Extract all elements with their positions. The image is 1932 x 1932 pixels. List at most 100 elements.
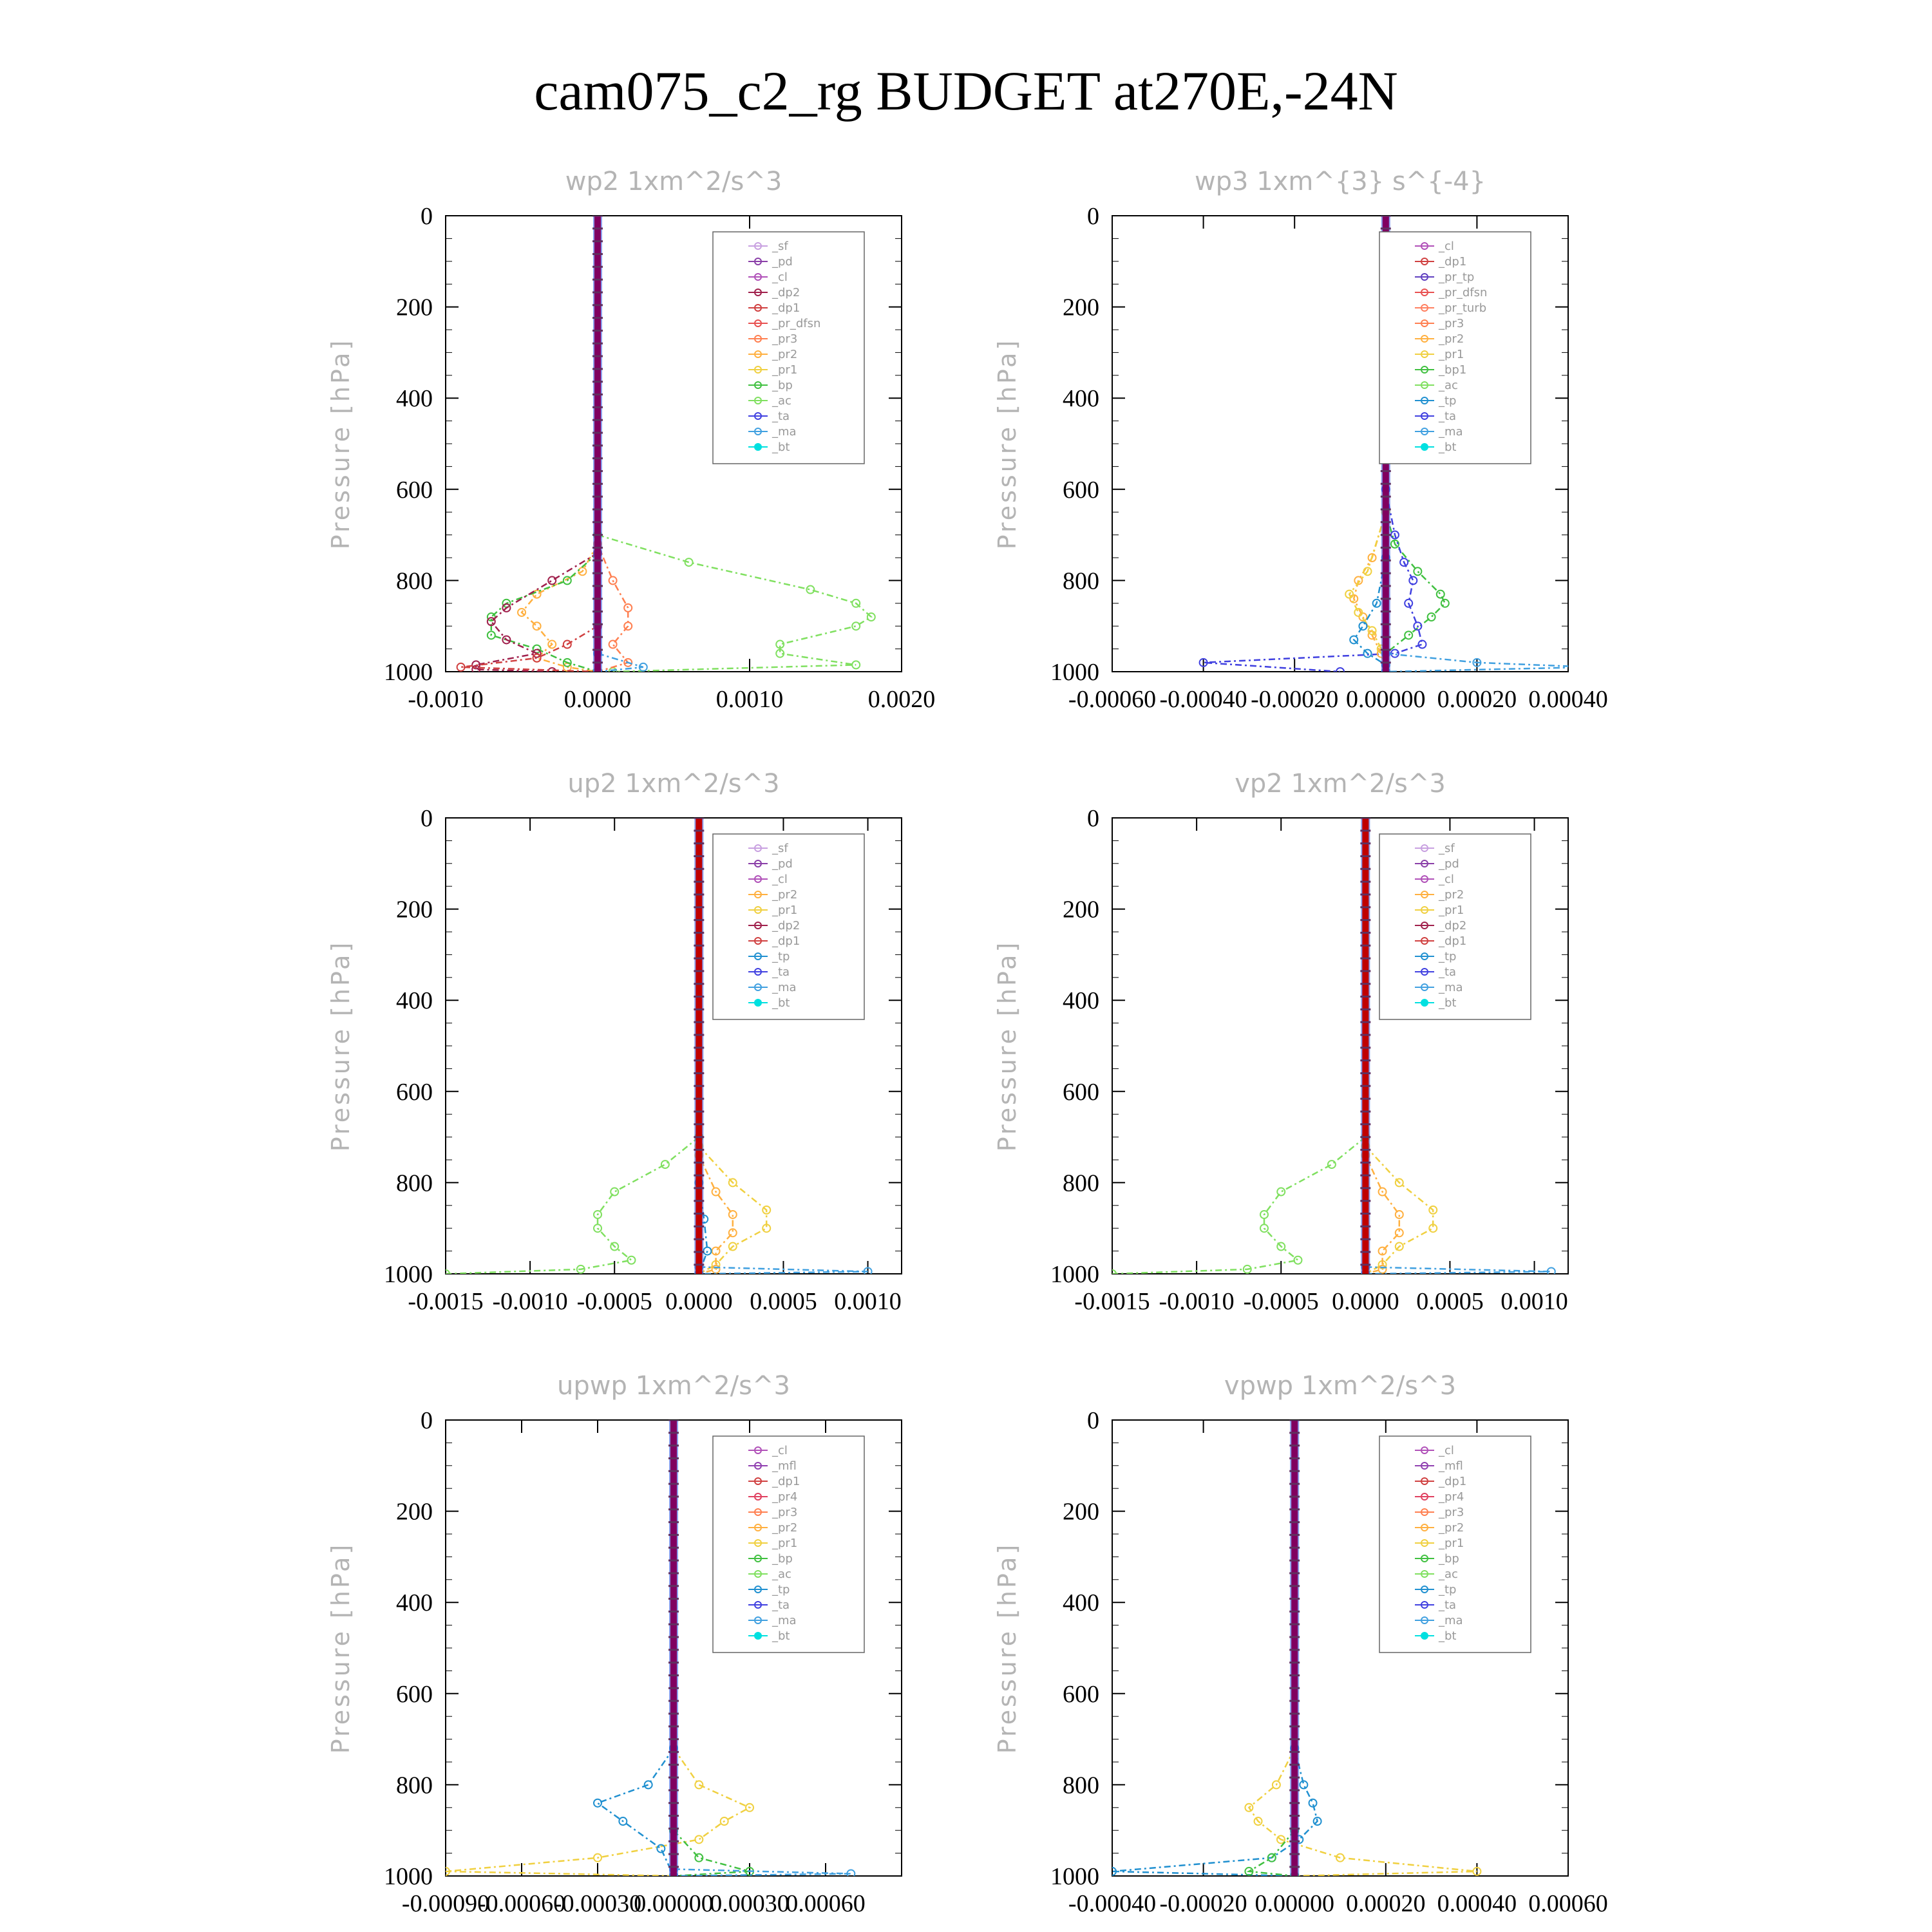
y-tick-label: 400: [1063, 1589, 1099, 1616]
series-point: [1349, 594, 1359, 603]
legend-swatch-marker: [754, 1555, 762, 1562]
panel-title: up2 1xm^2/s^3: [567, 769, 779, 799]
legend-swatch-marker: [1421, 366, 1428, 374]
legend-swatch-marker: [1421, 1586, 1428, 1593]
series-point: [863, 1267, 873, 1274]
legend-label: _pr1: [1438, 348, 1464, 361]
series-point: [711, 1246, 721, 1256]
panel-title: vpwp 1xm^2/s^3: [1224, 1371, 1456, 1401]
series-point: [1354, 576, 1363, 585]
x-tick-label: 0.0005: [750, 1288, 817, 1315]
series-point: [1372, 598, 1381, 608]
x-tick-label: 0.0000: [1332, 1288, 1399, 1315]
series-point: [471, 660, 481, 670]
series-point: [1336, 667, 1345, 672]
series-point: [608, 639, 618, 649]
series-point: [1276, 1835, 1285, 1844]
series-point: [684, 558, 694, 567]
series-point: [851, 598, 861, 608]
x-tick-label: -0.0015: [1074, 1288, 1150, 1315]
legend-swatch-marker: [754, 1524, 762, 1531]
x-tick-label: 0.0000: [665, 1288, 733, 1315]
series-line-bp: [673, 1830, 750, 1876]
x-tick-label: 0.00020: [1437, 686, 1517, 713]
legend-label: _cl: [1438, 1444, 1454, 1457]
series-point: [1198, 658, 1208, 667]
x-tick-label: 0.0020: [868, 686, 936, 713]
legend-swatch-marker: [1421, 922, 1428, 929]
legend-swatch-marker: [754, 1586, 762, 1593]
y-tick-label: 1000: [384, 1261, 433, 1288]
legend-swatch-marker: [754, 999, 762, 1007]
plot-area: [446, 1420, 856, 1876]
series-point: [576, 1264, 585, 1274]
series-point: [694, 1780, 704, 1790]
legend-label: _cl: [772, 1444, 788, 1457]
series-point: [694, 1835, 704, 1844]
y-tick-label: 1000: [1050, 659, 1099, 686]
x-tick-label: 0.00000: [1346, 686, 1426, 713]
legend-swatch-marker: [1421, 273, 1428, 281]
legend-swatch-marker: [1421, 891, 1428, 898]
x-tick-label: -0.00090: [402, 1890, 489, 1917]
legend-label: _ta: [1438, 410, 1456, 423]
series-point: [1472, 658, 1482, 667]
y-tick-label: 200: [1063, 1499, 1099, 1526]
legend-swatch-marker: [1421, 999, 1428, 1007]
series-point: [1394, 1178, 1404, 1188]
legend-label: _ta: [772, 965, 790, 979]
main-title: cam075_c2_rg BUDGET at270E,-24N: [534, 60, 1398, 122]
series-point: [656, 1844, 666, 1853]
legend-label: _cl: [1438, 873, 1454, 886]
series-point: [1336, 1853, 1345, 1862]
legend-label: _cl: [772, 873, 788, 886]
x-tick-label: 0.00040: [1437, 1890, 1517, 1917]
legend-swatch-marker: [754, 258, 762, 265]
legend-swatch-marker: [1421, 1524, 1428, 1531]
series-point: [1299, 1780, 1309, 1790]
series-line-bp: [1246, 1830, 1296, 1876]
legend-label: _ma: [1438, 1614, 1463, 1627]
series-point: [517, 607, 526, 617]
legend-swatch-marker: [754, 1462, 762, 1470]
legend-swatch-marker: [754, 412, 762, 420]
legend: _cl _mfl _dp1 _pr4 _pr3 _pr2 _pr1 _bp_ac _tp _ta _…: [712, 1435, 865, 1653]
legend-label: _pd: [772, 255, 793, 269]
legend-label: _ac: [772, 1567, 791, 1581]
legend-label: _tp: [772, 1583, 790, 1596]
legend-swatch-marker: [754, 304, 762, 312]
legend-swatch-marker: [754, 289, 762, 296]
legend-label: _ta: [772, 410, 790, 423]
legend-swatch-marker: [754, 968, 762, 976]
series-point: [1244, 1803, 1254, 1812]
legend-swatch-marker: [754, 1570, 762, 1578]
series-point: [1112, 1866, 1117, 1876]
x-tick-label: -0.0010: [493, 1288, 568, 1315]
series-point: [711, 1187, 721, 1197]
legend-label: _dp2: [1438, 919, 1466, 933]
legend-swatch-marker: [1421, 1462, 1428, 1470]
legend-label: _pr3: [1438, 1506, 1464, 1519]
legend-label: _pr1: [772, 363, 797, 377]
legend-label: _pr_dfsn: [772, 317, 820, 330]
legend-swatch-marker: [754, 937, 762, 945]
legend-swatch-marker: [754, 397, 762, 404]
series-point: [1327, 1160, 1336, 1170]
plot-area: [446, 818, 873, 1274]
legend-swatch-marker: [754, 335, 762, 343]
legend-label: _pr2: [1438, 1521, 1464, 1535]
series-point: [456, 662, 466, 672]
series-point: [775, 639, 785, 649]
series-point: [1394, 1209, 1404, 1219]
legend-swatch-marker: [1421, 1570, 1428, 1578]
series-point: [1378, 1187, 1387, 1197]
legend-swatch-marker: [754, 1632, 762, 1640]
legend-swatch-marker: [1421, 242, 1428, 250]
y-tick-label: 200: [396, 1499, 433, 1526]
legend-label: _sf: [1438, 842, 1455, 855]
series-point: [1472, 1866, 1482, 1876]
legend-swatch-marker: [1421, 443, 1428, 451]
series-point: [1349, 635, 1359, 645]
legend-label: _dp1: [1438, 255, 1466, 269]
